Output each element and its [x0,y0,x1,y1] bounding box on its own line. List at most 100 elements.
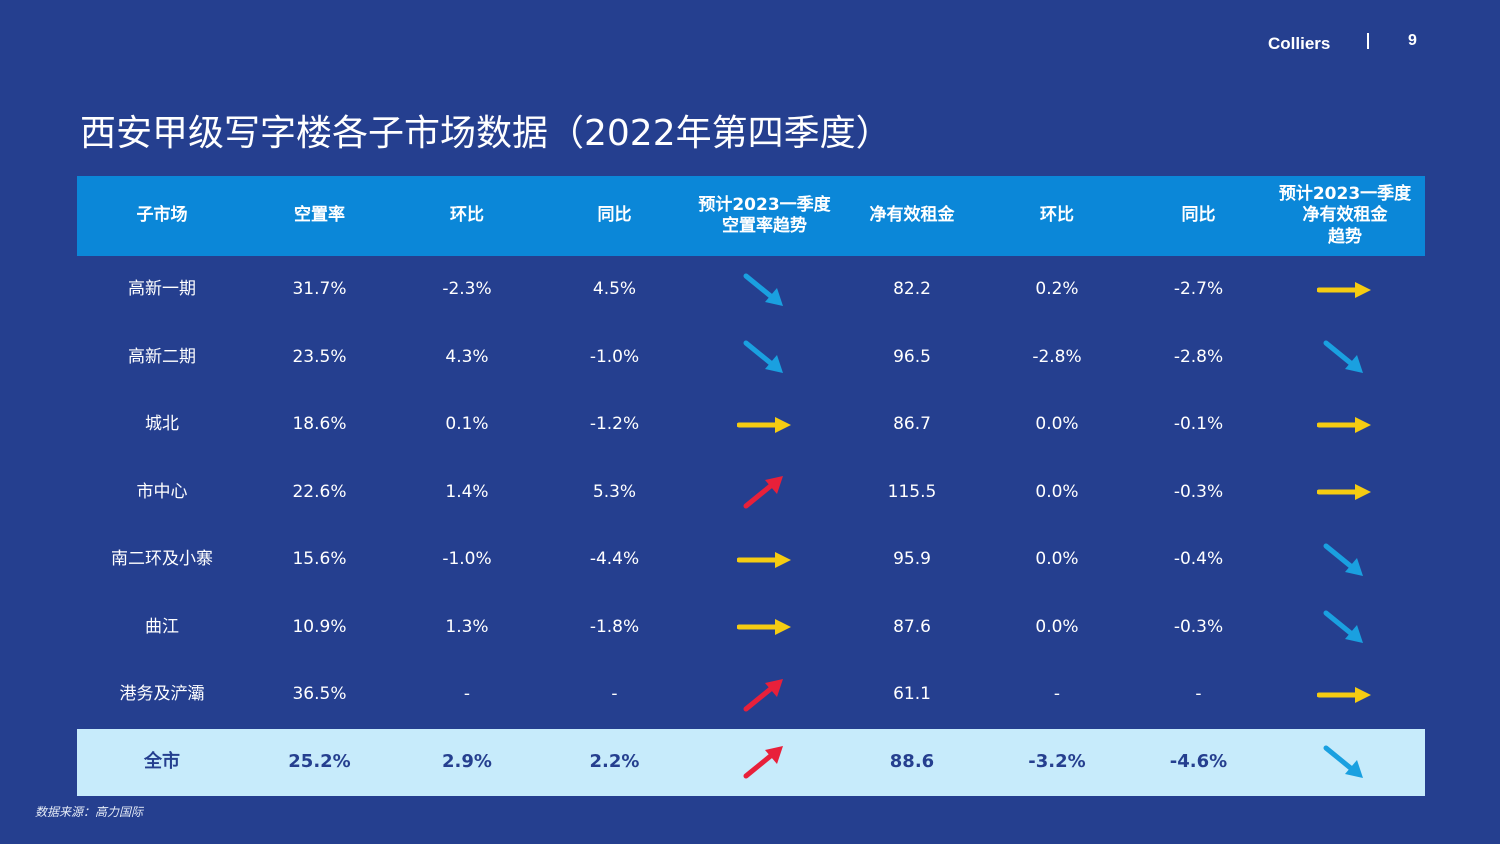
submarket-cell: 港务及浐灞 [77,661,247,729]
rent-qoq-cell: - [982,661,1132,729]
trend-up-arrow-icon [741,744,789,780]
submarket-cell: 全市 [77,729,247,796]
vacancy-trend-cell [687,661,842,729]
cell-value: 36.5% [292,684,347,705]
trend-flat-arrow-icon [1317,683,1373,707]
data-source-note: 数据来源：高力国际 [35,805,144,819]
cell-value: - [611,684,618,705]
cell-value: 0.0% [1035,616,1079,637]
rent-cell: 61.1 [842,661,982,729]
vacancy-trend-cell [687,729,842,796]
column-header-rent-yoy: 同比 [1181,205,1216,226]
vacancy-qoq-cell: 0.1% [392,391,542,459]
rent-cell: 87.6 [842,594,982,662]
trend-flat-arrow-icon [1317,278,1373,302]
vacancy-cell: 10.9% [247,594,392,662]
table-row: 港务及浐灞 36.5% - - 61.1 - - [77,661,1425,729]
cell-value: -0.1% [1173,414,1224,435]
trend-down-arrow-icon [1321,542,1369,578]
vacancy-cell: 15.6% [247,526,392,594]
trend-up-arrow-icon [741,474,789,510]
vacancy-yoy-cell: -1.0% [542,324,687,392]
rent-qoq-cell: -2.8% [982,324,1132,392]
rent-yoy-cell: -0.1% [1132,391,1265,459]
cell-value: 1.4% [445,481,489,502]
header-line: 预计2023一季度 [1278,184,1412,205]
rent-trend-cell [1265,594,1425,662]
cell-value: 25.2% [288,750,351,772]
cell-value: -1.8% [589,616,640,637]
rent-cell: 88.6 [842,729,982,796]
cell-value: 61.1 [893,684,931,705]
cell-value: 4.5% [592,279,637,300]
rent-trend-cell [1265,729,1425,796]
trend-flat-arrow-icon [736,413,793,437]
header-line: 净有效租金 [1302,205,1388,226]
table-row: 市中心 22.6% 1.4% 5.3% 115.5 0.0% -0.3% [77,459,1425,527]
cell-value: 115.5 [887,481,937,502]
header-line: 预计2023一季度 [698,194,831,215]
table-row: 南二环及小寨 15.6% -1.0% -4.4% 95.9 0.0% -0.4% [77,526,1425,594]
column-header-vacancy: 空置率 [294,205,345,226]
submarket-cell: 高新二期 [77,324,247,392]
brand-logo: Colliers [1268,34,1331,53]
rent-yoy-cell: -0.3% [1132,459,1265,527]
header-divider [1367,33,1369,49]
cell-value: -2.8% [1173,346,1224,367]
vacancy-trend-cell [687,526,842,594]
cell-value: -0.3% [1173,481,1224,502]
cell-value: 高新二期 [128,346,196,367]
cell-value: 0.2% [1035,279,1079,300]
column-header-vacancy-trend: 预计2023一季度 空置率趋势 [687,176,842,256]
table-row: 高新一期 31.7% -2.3% 4.5% 82.2 0.2% -2.7% [77,256,1425,324]
header-line: 趋势 [1327,226,1362,247]
rent-yoy-cell: -2.8% [1132,324,1265,392]
vacancy-qoq-cell: -2.3% [392,256,542,324]
vacancy-yoy-cell: 4.5% [542,256,687,324]
cell-value: 1.3% [445,616,489,637]
submarket-cell: 南二环及小寨 [77,526,247,594]
column-header-rent-trend: 预计2023一季度 净有效租金 趋势 [1265,176,1425,256]
rent-trend-cell [1265,661,1425,729]
cell-value: -1.0% [589,346,640,367]
cell-value: -4.4% [589,549,640,570]
vacancy-yoy-cell: -1.8% [542,594,687,662]
cell-value: 88.6 [889,750,935,772]
rent-qoq-cell: 0.0% [982,594,1132,662]
vacancy-qoq-cell: 1.4% [392,459,542,527]
cell-value: 城北 [145,414,179,435]
rent-qoq-cell: 0.0% [982,526,1132,594]
cell-value: 0.0% [1035,549,1079,570]
rent-cell: 86.7 [842,391,982,459]
vacancy-trend-cell [687,391,842,459]
cell-value: 市中心 [136,481,188,502]
column-header-rent: 净有效租金 [869,205,955,226]
trend-down-arrow-icon [1321,609,1369,645]
cell-value: 5.3% [592,481,637,502]
cell-value: 95.9 [893,549,931,570]
column-header-vacancy-yoy: 同比 [597,205,632,226]
cell-value: 96.5 [893,346,931,367]
rent-cell: 82.2 [842,256,982,324]
vacancy-trend-cell [687,594,842,662]
trend-up-arrow-icon [741,677,789,713]
rent-qoq-cell: 0.0% [982,391,1132,459]
cell-value: 4.3% [445,346,489,367]
submarket-cell: 高新一期 [77,256,247,324]
rent-yoy-cell: -0.4% [1132,526,1265,594]
rent-trend-cell [1265,526,1425,594]
rent-qoq-cell: 0.2% [982,256,1132,324]
cell-value: 87.6 [893,616,931,637]
header-line: 空置率趋势 [721,216,807,236]
vacancy-qoq-cell: 2.9% [392,729,542,796]
cell-value: 曲江 [145,616,179,637]
trend-flat-arrow-icon [736,548,793,572]
cell-value: 港务及浐灞 [119,684,205,705]
cell-value: 82.2 [893,279,931,300]
cell-value: 23.5% [292,346,347,367]
cell-value: 2.2% [589,750,640,772]
cell-value: 全市 [144,750,180,772]
column-header-rent-qoq: 环比 [1040,205,1074,226]
cell-value: -1.0% [442,549,492,570]
vacancy-qoq-cell: 4.3% [392,324,542,392]
